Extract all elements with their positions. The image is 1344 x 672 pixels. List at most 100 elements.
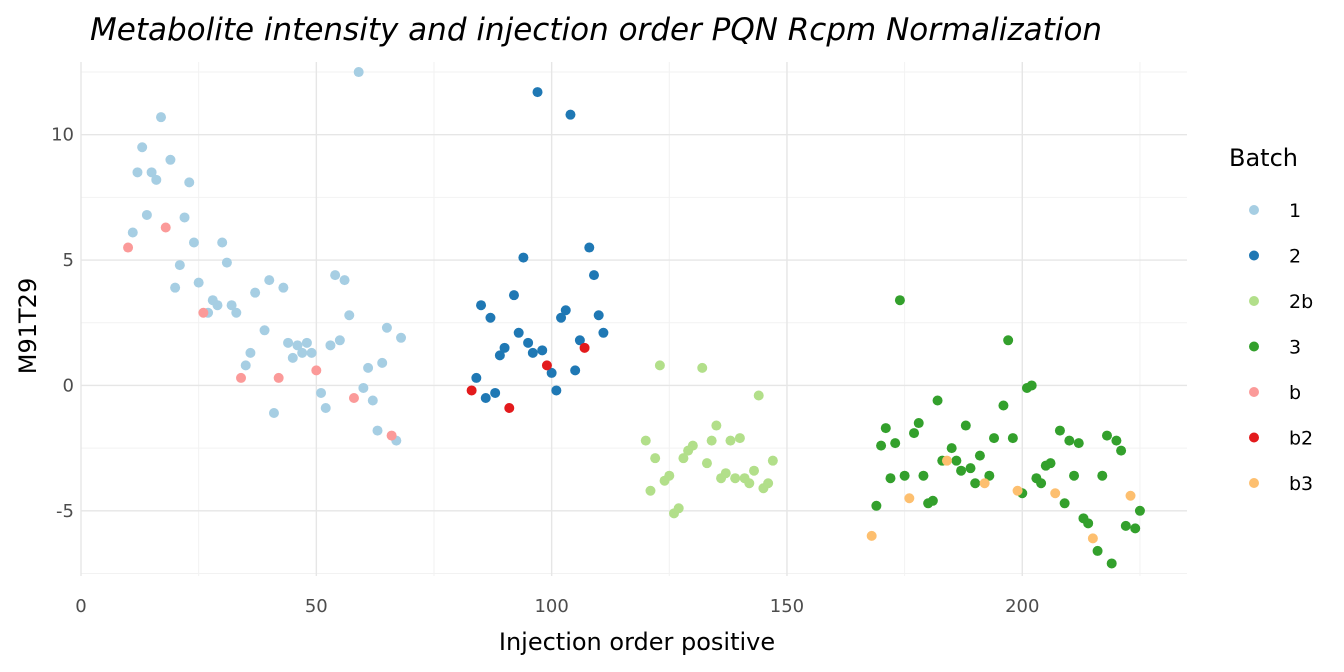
data-point [909, 428, 920, 439]
data-point [504, 403, 515, 414]
data-point [1092, 545, 1103, 556]
data-point [137, 142, 148, 153]
data-point [311, 365, 322, 376]
data-point [527, 347, 538, 358]
data-point [1116, 445, 1127, 456]
data-point [551, 385, 562, 396]
data-point [1087, 533, 1098, 544]
data-point [673, 503, 684, 514]
legend-key [1249, 432, 1259, 443]
data-point [306, 347, 317, 358]
y-tick-label: 0 [63, 375, 74, 396]
data-point [316, 387, 327, 398]
data-point [965, 463, 976, 474]
grid [80, 62, 1187, 576]
data-point [678, 453, 689, 464]
legend-label: b2 [1289, 428, 1313, 450]
legend-key [1249, 387, 1259, 397]
data-point [946, 443, 957, 454]
data-point [711, 420, 722, 431]
data-point [174, 260, 185, 271]
data-point [353, 67, 364, 78]
legend-label: 2 [1289, 246, 1301, 268]
data-point [127, 227, 138, 238]
data-point [325, 340, 336, 351]
data-point [212, 300, 223, 311]
data-point [264, 275, 275, 286]
data-point [188, 237, 199, 248]
data-point [146, 167, 157, 178]
legend-label: 1 [1289, 200, 1301, 222]
data-point [523, 337, 534, 348]
data-point [1106, 558, 1117, 569]
data-point [890, 438, 901, 449]
data-point [339, 275, 350, 286]
data-point [259, 325, 270, 336]
data-point [866, 530, 877, 541]
data-point [720, 468, 731, 479]
data-point [348, 392, 359, 403]
data-point [1120, 520, 1131, 531]
data-point [466, 385, 477, 396]
data-point [574, 335, 585, 346]
data-point [363, 362, 374, 373]
data-point [198, 307, 209, 318]
data-point [283, 337, 294, 348]
data-point [570, 365, 581, 376]
data-point [960, 420, 971, 431]
data-point [1012, 485, 1023, 496]
data-point [330, 270, 341, 281]
data-point [584, 242, 595, 253]
data-point [560, 305, 571, 316]
chart-title: Metabolite intensity and injection order… [90, 12, 1102, 48]
legend-label: b3 [1289, 473, 1313, 495]
axis-ticks: 0 50 100 150 200 -5 0 5 10 [51, 125, 1039, 617]
data-point [650, 453, 661, 464]
y-tick-label: -5 [56, 501, 74, 522]
data-point [377, 357, 388, 368]
data-point [236, 372, 247, 383]
data-point [518, 252, 529, 263]
data-point [1050, 488, 1061, 499]
data-point [381, 322, 392, 333]
data-point [508, 290, 519, 301]
data-point [240, 360, 251, 371]
data-point [297, 347, 308, 358]
data-point [894, 295, 905, 306]
data-point [151, 174, 162, 185]
data-point [593, 310, 604, 321]
data-point [499, 342, 510, 353]
data-point [956, 465, 967, 476]
data-point [951, 455, 962, 466]
data-point [1054, 425, 1065, 436]
data-point [654, 360, 665, 371]
y-axis-title: M91T29 [14, 278, 42, 374]
data-point [640, 435, 651, 446]
y-tick-label: 5 [63, 250, 74, 271]
data-point [471, 372, 482, 383]
data-point [1064, 435, 1075, 446]
legend-key [1249, 250, 1259, 261]
data-point [546, 367, 557, 378]
data-point [476, 300, 487, 311]
data-point [645, 485, 656, 496]
data-point [160, 222, 171, 233]
data-point [871, 500, 882, 511]
data-point [386, 430, 397, 441]
data-point [706, 435, 717, 446]
data-point [1007, 433, 1018, 444]
data-point [579, 342, 590, 353]
data-point [480, 392, 491, 403]
data-point [687, 440, 698, 451]
data-point [367, 395, 378, 406]
data-point [941, 455, 952, 466]
data-point [1069, 470, 1080, 481]
data-point [165, 154, 176, 165]
data-point [1125, 490, 1136, 501]
data-point [998, 400, 1009, 411]
data-point [927, 495, 938, 506]
data-point [217, 237, 228, 248]
data-point [565, 109, 576, 120]
data-point [885, 473, 896, 484]
